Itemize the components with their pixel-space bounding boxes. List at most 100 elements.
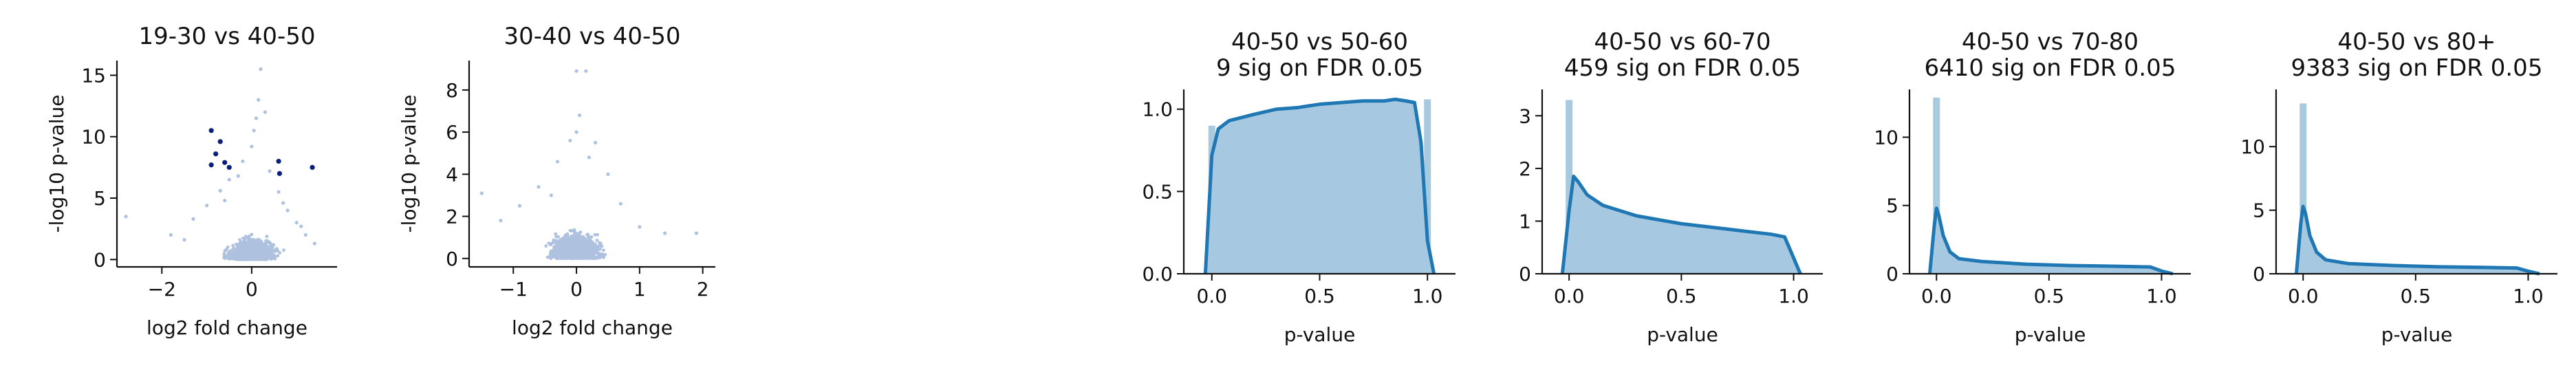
x-tick-label: 2 — [697, 278, 709, 301]
scatter-point-cloud-dot — [556, 255, 560, 259]
scatter-point-cloud-dot — [576, 253, 580, 257]
scatter-point-cloud-dot — [602, 248, 605, 252]
scatter-point-cloud-dot — [576, 234, 580, 238]
scatter-point-cloud-dot — [265, 235, 269, 239]
scatter-point-cloud-dot — [573, 243, 577, 247]
scatter-point-cloud-dot — [261, 256, 264, 260]
significant-point — [222, 160, 228, 165]
density-area — [2296, 206, 2540, 274]
y-tick-label: 0 — [2253, 263, 2265, 285]
scatter-point-cloud-dot — [544, 244, 548, 248]
scatter-point-cloud-dot — [600, 244, 604, 248]
x-axis-label: log2 fold change — [147, 316, 307, 339]
scatter-point-cloud-dot — [581, 256, 585, 260]
x-tick-label: 0.5 — [2401, 285, 2432, 307]
y-tick-label: 2 — [1519, 158, 1531, 180]
chart-title: 40-50 vs 60-70 — [1594, 28, 1771, 56]
chart-subtitle: 9 sig on FDR 0.05 — [1216, 54, 1423, 82]
scatter-point-cloud-dot — [230, 252, 233, 257]
x-tick-label: 0 — [246, 278, 258, 301]
x-axis-label: p-value — [2015, 323, 2086, 346]
chart-subtitle: 459 sig on FDR 0.05 — [1564, 54, 1801, 82]
scatter-point-cloud-dot — [251, 238, 255, 241]
scatter-point-cloud-dot — [243, 245, 248, 249]
histogram-bar — [1424, 99, 1431, 274]
x-tick-label: 1.0 — [2146, 285, 2177, 307]
y-tick-label: 6 — [446, 121, 458, 144]
scatter-point-cloud-dot — [585, 250, 589, 254]
x-axis-label: log2 fold change — [512, 316, 673, 339]
scatter-point-cloud-dot — [567, 255, 572, 259]
y-tick-label: 1 — [1519, 210, 1531, 232]
scatter-point-cloud-dot — [552, 255, 556, 259]
x-tick-label: 1.0 — [2513, 285, 2544, 307]
scatter-point-cloud-dot — [268, 248, 272, 252]
x-tick-label: 0 — [570, 278, 583, 301]
scatter-point — [218, 188, 222, 193]
scatter-point-cloud-dot — [575, 256, 579, 260]
scatter-point-cloud-dot — [272, 243, 276, 247]
scatter-point — [299, 224, 303, 228]
scatter-point-cloud-dot — [580, 252, 584, 256]
scatter-point — [584, 69, 588, 73]
significant-point — [208, 162, 214, 168]
scatter-point-cloud-dot — [576, 239, 580, 243]
scatter-point-cloud-dot — [598, 247, 602, 251]
scatter-point-cloud-dot — [565, 234, 570, 238]
scatter-point-cloud-dot — [554, 232, 558, 236]
significant-point — [226, 164, 232, 170]
density-line — [2294, 204, 2540, 276]
scatter-point-cloud-dot — [245, 251, 249, 255]
scatter-point-cloud-dot — [282, 248, 285, 252]
scatter-point-cloud-dot — [602, 255, 605, 259]
scatter-point-cloud-dot — [250, 232, 254, 237]
scatter-point — [257, 98, 261, 102]
scatter-point — [662, 231, 667, 235]
scatter-point-cloud-dot — [572, 233, 576, 237]
scatter-point-cloud-dot — [248, 257, 252, 261]
scatter-point — [236, 174, 240, 178]
scatter-point-cloud-dot — [231, 243, 235, 248]
chart-subtitle: 6410 sig on FDR 0.05 — [1925, 54, 2176, 82]
scatter-point-cloud-dot — [559, 240, 563, 244]
scatter-point-cloud-dot — [598, 252, 602, 256]
scatter-point — [479, 191, 484, 195]
scatter-point-cloud-dot — [257, 255, 261, 259]
scatter-point-cloud-dot — [590, 240, 594, 244]
scatter-point-cloud-dot — [564, 250, 568, 255]
significant-point — [310, 164, 315, 170]
scatter-point-cloud-dot — [564, 247, 568, 251]
scatter-point-cloud-dot — [268, 241, 272, 246]
y-tick-label: 0.5 — [1142, 180, 1173, 203]
scatter-point-cloud-dot — [559, 256, 563, 260]
y-tick-label: 0.0 — [1142, 263, 1173, 285]
density-area — [1205, 99, 1434, 274]
significant-point — [213, 151, 219, 157]
scatter-point-cloud-dot — [563, 256, 567, 260]
scatter-point-cloud-dot — [271, 257, 275, 260]
scatter-point-cloud-dot — [587, 237, 591, 241]
scatter-point-cloud-dot — [276, 254, 280, 258]
chart-subtitle: 9383 sig on FDR 0.05 — [2291, 54, 2543, 82]
scatter-point — [587, 155, 592, 160]
scatter-point-cloud-dot — [250, 250, 254, 254]
scatter-point-cloud-dot — [595, 239, 599, 242]
y-tick-label: 0 — [1886, 263, 1898, 285]
scatter-point-cloud-dot — [589, 243, 593, 248]
scatter-point-cloud-dot — [275, 247, 279, 251]
scatter-point — [555, 160, 560, 164]
y-tick-label: 8 — [446, 79, 458, 102]
scatter-point-cloud-dot — [557, 243, 561, 247]
scatter-point-cloud-dot — [254, 257, 258, 261]
y-tick-label: 0 — [94, 248, 106, 271]
scatter-point-cloud-dot — [585, 243, 589, 248]
y-tick-label: 10 — [81, 126, 106, 149]
density-line — [1560, 174, 1802, 274]
scatter-point-cloud-dot — [600, 252, 604, 256]
scatter-point — [259, 67, 263, 72]
scatter-point-cloud-dot — [577, 243, 581, 247]
scatter-point-cloud-dot — [570, 228, 574, 232]
y-tick-label: 5 — [1886, 195, 1898, 217]
scatter-point — [281, 201, 285, 205]
